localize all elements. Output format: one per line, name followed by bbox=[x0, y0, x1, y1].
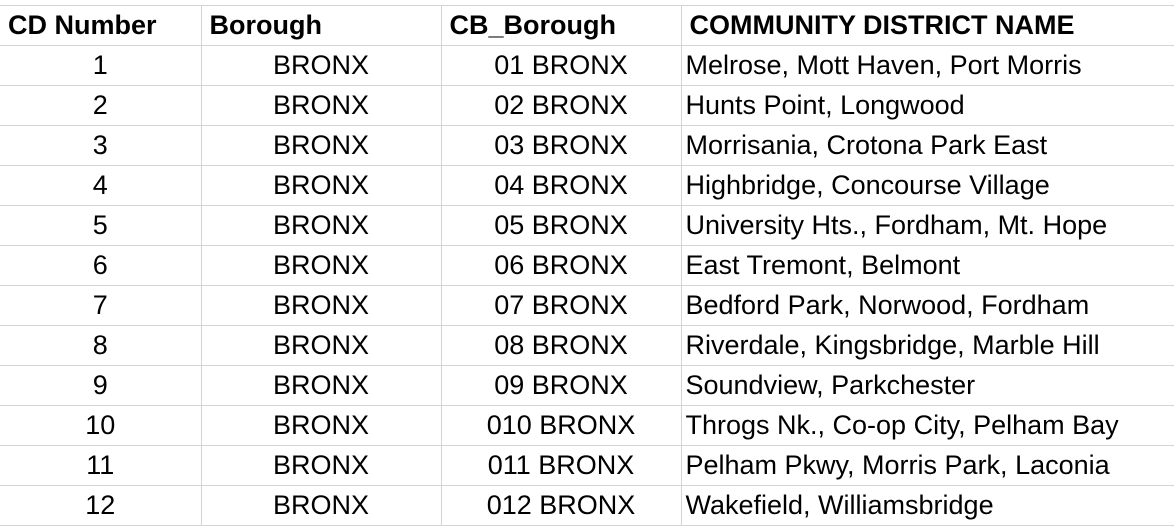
cell-cd-number[interactable]: 3 bbox=[0, 125, 202, 166]
header-community-district-name[interactable]: COMMUNITY DISTRICT NAME bbox=[681, 5, 1174, 46]
cell-cb-borough[interactable]: 05 BRONX bbox=[441, 205, 682, 246]
header-cb-borough[interactable]: CB_Borough bbox=[441, 5, 682, 46]
cell-community-district-name[interactable]: Soundview, Parkchester bbox=[681, 365, 1174, 406]
table-row: 7 BRONX 07 BRONX Bedford Park, Norwood, For… bbox=[0, 285, 1174, 326]
cell-borough[interactable]: BRONX bbox=[201, 85, 442, 126]
table-body: 1 BRONX 01 BRONX Melrose, Mott Haven, Port … bbox=[0, 45, 1174, 526]
cell-community-district-name[interactable]: Melrose, Mott Haven, Port Morris bbox=[681, 45, 1174, 86]
cell-cb-borough[interactable]: 08 BRONX bbox=[441, 325, 682, 366]
cell-cb-borough[interactable]: 011 BRONX bbox=[441, 445, 682, 486]
table-row: 10 BRONX 010 BRONX Throgs Nk., Co-op City, … bbox=[0, 405, 1174, 446]
table-row: 4 BRONX 04 BRONX Highbridge, Concourse Vill… bbox=[0, 165, 1174, 206]
table-row: 1 BRONX 01 BRONX Melrose, Mott Haven, Port … bbox=[0, 45, 1174, 86]
cell-cd-number[interactable]: 11 bbox=[0, 445, 202, 486]
cell-borough[interactable]: BRONX bbox=[201, 445, 442, 486]
cell-cd-number[interactable]: 2 bbox=[0, 85, 202, 126]
table-row: 9 BRONX 09 BRONX Soundview, Parkchester bbox=[0, 365, 1174, 406]
table-row: 12 BRONX 012 BRONX Wakefield, Williamsbridg… bbox=[0, 485, 1174, 526]
cell-community-district-name[interactable]: Pelham Pkwy, Morris Park, Laconia bbox=[681, 445, 1174, 486]
cell-borough[interactable]: BRONX bbox=[201, 365, 442, 406]
cell-borough[interactable]: BRONX bbox=[201, 45, 442, 86]
cell-cd-number[interactable]: 4 bbox=[0, 165, 202, 206]
cell-cd-number[interactable]: 12 bbox=[0, 485, 202, 526]
cell-cd-number[interactable]: 8 bbox=[0, 325, 202, 366]
cell-cd-number[interactable]: 1 bbox=[0, 45, 202, 86]
table-row: 8 BRONX 08 BRONX Riverdale, Kingsbridge, Ma… bbox=[0, 325, 1174, 366]
table-row: 5 BRONX 05 BRONX University Hts., Fordham, … bbox=[0, 205, 1174, 246]
cell-community-district-name[interactable]: Hunts Point, Longwood bbox=[681, 85, 1174, 126]
cell-borough[interactable]: BRONX bbox=[201, 205, 442, 246]
cell-cb-borough[interactable]: 01 BRONX bbox=[441, 45, 682, 86]
cell-borough[interactable]: BRONX bbox=[201, 285, 442, 326]
cell-cb-borough[interactable]: 06 BRONX bbox=[441, 245, 682, 286]
cell-borough[interactable]: BRONX bbox=[201, 485, 442, 526]
cell-cd-number[interactable]: 9 bbox=[0, 365, 202, 406]
header-cd-number[interactable]: CD Number bbox=[0, 5, 202, 46]
cell-community-district-name[interactable]: East Tremont, Belmont bbox=[681, 245, 1174, 286]
data-table: CD Number Borough CB_Borough COMMUNITY D… bbox=[0, 5, 1174, 526]
table-row: 11 BRONX 011 BRONX Pelham Pkwy, Morris Park… bbox=[0, 445, 1174, 486]
header-row: CD Number Borough CB_Borough COMMUNITY D… bbox=[0, 5, 1174, 46]
cell-community-district-name[interactable]: Riverdale, Kingsbridge, Marble Hill bbox=[681, 325, 1174, 366]
cell-cb-borough[interactable]: 09 BRONX bbox=[441, 365, 682, 406]
cell-community-district-name[interactable]: Wakefield, Williamsbridge bbox=[681, 485, 1174, 526]
table-row: 6 BRONX 06 BRONX East Tremont, Belmont bbox=[0, 245, 1174, 286]
cell-cb-borough[interactable]: 010 BRONX bbox=[441, 405, 682, 446]
cell-borough[interactable]: BRONX bbox=[201, 245, 442, 286]
cell-borough[interactable]: BRONX bbox=[201, 405, 442, 446]
header-borough[interactable]: Borough bbox=[201, 5, 442, 46]
cell-community-district-name[interactable]: University Hts., Fordham, Mt. Hope bbox=[681, 205, 1174, 246]
table-row: 2 BRONX 02 BRONX Hunts Point, Longwood bbox=[0, 85, 1174, 126]
cell-cd-number[interactable]: 5 bbox=[0, 205, 202, 246]
cell-borough[interactable]: BRONX bbox=[201, 325, 442, 366]
cell-cb-borough[interactable]: 03 BRONX bbox=[441, 125, 682, 166]
cell-cd-number[interactable]: 10 bbox=[0, 405, 202, 446]
cell-cb-borough[interactable]: 04 BRONX bbox=[441, 165, 682, 206]
cell-community-district-name[interactable]: Morrisania, Crotona Park East bbox=[681, 125, 1174, 166]
cell-cb-borough[interactable]: 012 BRONX bbox=[441, 485, 682, 526]
cell-borough[interactable]: BRONX bbox=[201, 125, 442, 166]
cell-community-district-name[interactable]: Highbridge, Concourse Village bbox=[681, 165, 1174, 206]
cell-community-district-name[interactable]: Throgs Nk., Co-op City, Pelham Bay bbox=[681, 405, 1174, 446]
cell-borough[interactable]: BRONX bbox=[201, 165, 442, 206]
cell-cb-borough[interactable]: 07 BRONX bbox=[441, 285, 682, 326]
table-row: 3 BRONX 03 BRONX Morrisania, Crotona Park E… bbox=[0, 125, 1174, 166]
cell-cb-borough[interactable]: 02 BRONX bbox=[441, 85, 682, 126]
cell-community-district-name[interactable]: Bedford Park, Norwood, Fordham bbox=[681, 285, 1174, 326]
cell-cd-number[interactable]: 7 bbox=[0, 285, 202, 326]
cell-cd-number[interactable]: 6 bbox=[0, 245, 202, 286]
